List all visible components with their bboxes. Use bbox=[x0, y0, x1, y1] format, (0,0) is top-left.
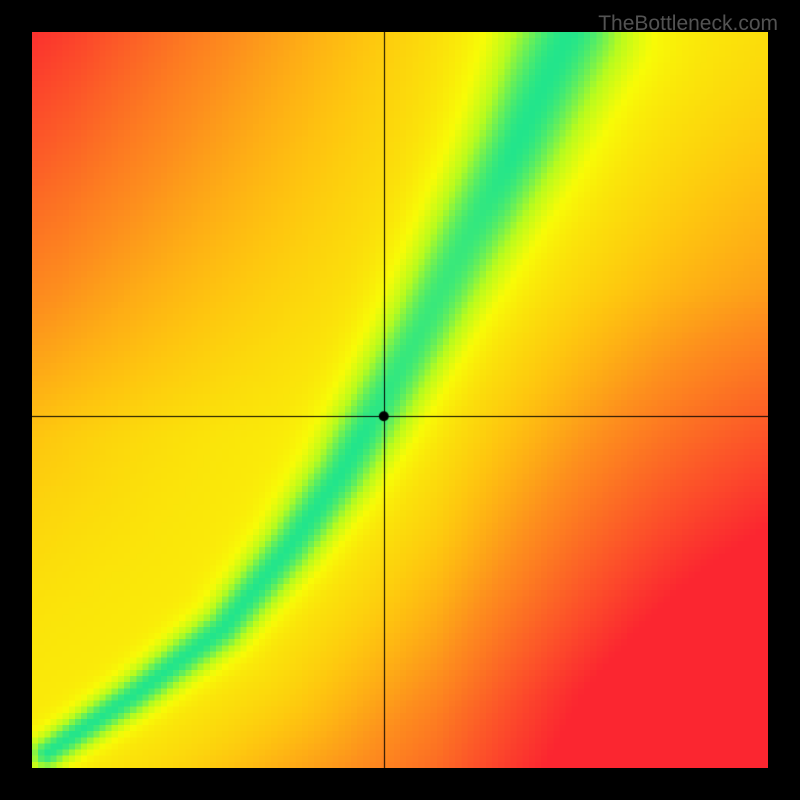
bottleneck-heatmap bbox=[32, 32, 768, 768]
source-watermark: TheBottleneck.com bbox=[598, 12, 778, 36]
chart-container: TheBottleneck.com bbox=[0, 0, 800, 800]
